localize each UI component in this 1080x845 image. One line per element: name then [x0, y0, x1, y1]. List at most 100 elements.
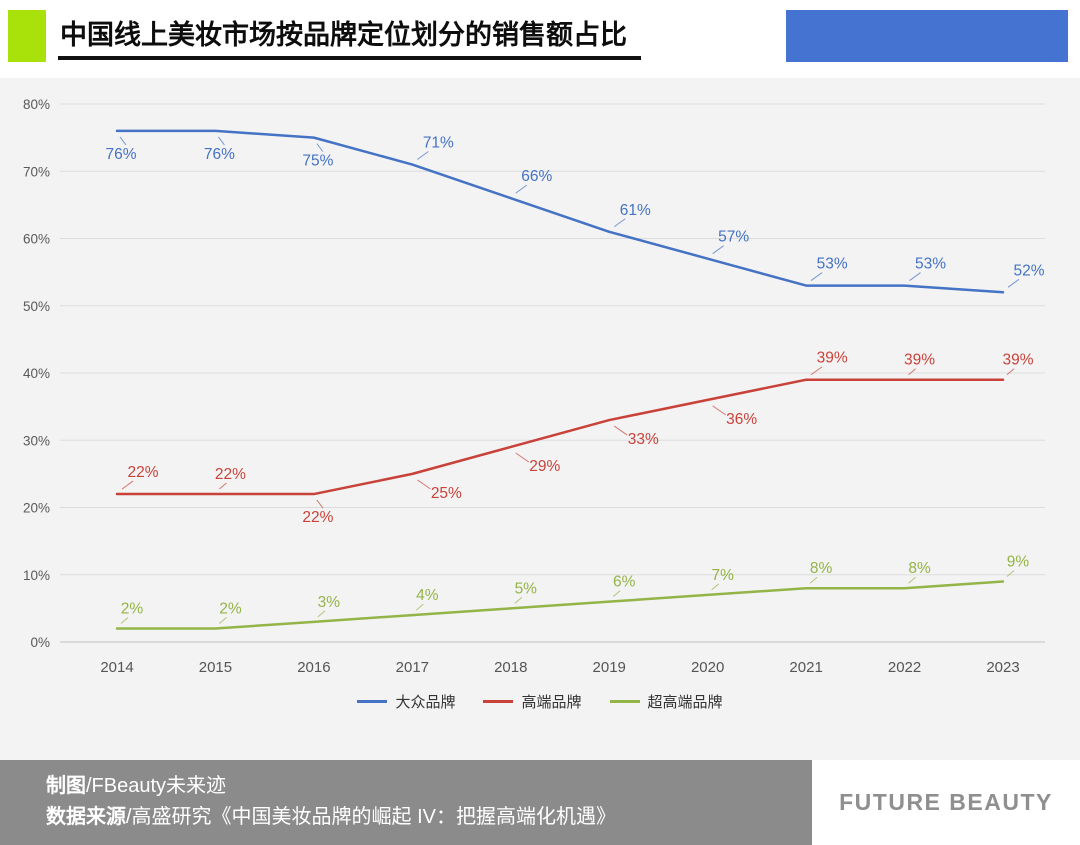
- label-leader: [417, 151, 429, 160]
- point-label: 76%: [105, 146, 136, 163]
- legend-swatch-1: [483, 700, 514, 703]
- point-label: 22%: [302, 509, 333, 526]
- legend-label-2: 超高端品牌: [647, 694, 723, 711]
- point-label: 2%: [121, 601, 144, 618]
- label-leader: [317, 610, 326, 618]
- point-label: 61%: [620, 202, 651, 219]
- credit-label: 制图: [46, 775, 86, 797]
- label-leader: [711, 583, 719, 591]
- legend-swatch-2: [609, 700, 640, 703]
- label-leader: [1006, 368, 1015, 376]
- x-axis-tick-label: 2014: [100, 659, 133, 676]
- point-label: 9%: [1007, 553, 1030, 570]
- label-leader: [810, 272, 823, 281]
- y-axis-tick-label: 40%: [23, 366, 50, 381]
- legend-item-0: 大众品牌: [357, 691, 455, 712]
- point-label: 3%: [318, 594, 341, 611]
- credit-line: 制图/FBeauty未来迹: [46, 771, 812, 802]
- series-line-0: [115, 129, 1005, 294]
- point-label: 4%: [416, 587, 439, 604]
- y-axis-tick-label: 70%: [23, 164, 50, 179]
- label-leader: [712, 405, 726, 416]
- point-label: 6%: [613, 574, 636, 591]
- label-leader: [810, 366, 823, 376]
- y-axis-tick-label: 60%: [23, 232, 50, 247]
- legend-label-1: 高端品牌: [521, 694, 582, 711]
- series-line-1: [115, 378, 1005, 496]
- legend-swatch-0: [357, 700, 388, 703]
- point-label: 22%: [215, 466, 246, 483]
- x-axis-tick-label: 2021: [789, 659, 822, 676]
- point-label: 36%: [726, 411, 757, 428]
- x-axis-tick-label: 2017: [396, 659, 429, 676]
- point-label: 29%: [529, 458, 560, 475]
- source-value: /高盛研究《中国美妆品牌的崛起 IV：把握高端化机遇》: [126, 806, 617, 828]
- point-label: 71%: [423, 135, 454, 152]
- point-label: 5%: [515, 580, 538, 597]
- point-label: 76%: [204, 146, 235, 163]
- series-line-2: [115, 580, 1005, 630]
- point-label: 75%: [302, 153, 333, 170]
- point-label: 53%: [817, 256, 848, 273]
- x-axis-tick-label: 2016: [297, 659, 330, 676]
- point-label: 53%: [915, 256, 946, 273]
- label-leader: [809, 576, 818, 584]
- point-label: 33%: [628, 431, 659, 448]
- point-label: 39%: [1002, 352, 1033, 369]
- chart-section: 0% 10% 20% 30% 40% 50% 60% 70% 80% 2014 2015 2016 20…: [0, 78, 1080, 760]
- label-leader: [417, 479, 431, 490]
- credit-value: /FBeauty未来迹: [86, 775, 227, 797]
- label-leader: [1007, 278, 1020, 288]
- green-accent-block: [8, 10, 46, 62]
- brand-logo: FUTURE BEAUTY: [839, 789, 1053, 815]
- chart-legend: 大众品牌 高端品牌 超高端品牌: [0, 691, 1080, 712]
- label-leader: [120, 617, 129, 624]
- source-label: 数据来源: [46, 806, 126, 828]
- credits-panel: 制图/FBeauty未来迹 数据来源/高盛研究《中国美妆品牌的崛起 IV：把握高…: [0, 760, 812, 845]
- x-axis-tick-label: 2019: [593, 659, 626, 676]
- y-axis-tick-label: 10%: [23, 568, 50, 583]
- x-axis-tick-label: 2022: [888, 659, 921, 676]
- label-leader: [515, 184, 528, 194]
- point-label: 39%: [817, 350, 848, 367]
- x-axis-tick-label: 2023: [986, 659, 1019, 676]
- point-label: 8%: [810, 560, 833, 577]
- header: 中国线上美妆市场按品牌定位划分的销售额占比: [0, 0, 1080, 78]
- page-title: 中国线上美妆市场按品牌定位划分的销售额占比: [58, 10, 641, 60]
- label-leader: [316, 499, 324, 509]
- label-leader: [909, 272, 921, 281]
- label-leader: [908, 576, 916, 584]
- label-leader: [613, 425, 628, 436]
- point-label: 52%: [1013, 262, 1044, 279]
- y-axis-tick-label: 0%: [30, 635, 50, 650]
- line-chart: 0% 10% 20% 30% 40% 50% 60% 70% 80% 2014 2015 2016 20…: [23, 97, 1045, 676]
- point-label: 7%: [711, 567, 734, 584]
- source-line: 数据来源/高盛研究《中国美妆品牌的崛起 IV：把握高端化机遇》: [46, 802, 812, 833]
- label-leader: [712, 245, 724, 255]
- label-leader: [119, 136, 127, 146]
- label-leader: [515, 452, 530, 463]
- y-axis-tick-label: 30%: [23, 433, 50, 448]
- label-leader: [416, 603, 424, 611]
- label-leader: [316, 143, 324, 152]
- point-label: 8%: [908, 560, 931, 577]
- point-label: 25%: [431, 485, 462, 502]
- y-axis-tick-label: 80%: [23, 97, 50, 112]
- label-leader: [908, 368, 916, 376]
- point-label: 22%: [127, 464, 158, 481]
- y-axis-tick-label: 20%: [23, 501, 50, 516]
- brand-panel: FUTURE BEAUTY: [812, 760, 1080, 845]
- label-leader: [613, 218, 626, 228]
- label-leader: [1006, 570, 1015, 577]
- blue-accent-block: [786, 10, 1068, 62]
- label-leader: [218, 136, 225, 146]
- label-leader: [219, 482, 227, 490]
- point-label: 66%: [521, 168, 552, 185]
- label-leader: [612, 590, 621, 598]
- x-axis-tick-label: 2018: [494, 659, 527, 676]
- point-label: 39%: [904, 352, 935, 369]
- legend-item-2: 超高端品牌: [609, 691, 723, 712]
- y-axis-tick-label: 50%: [23, 299, 50, 314]
- legend-item-1: 高端品牌: [483, 691, 582, 712]
